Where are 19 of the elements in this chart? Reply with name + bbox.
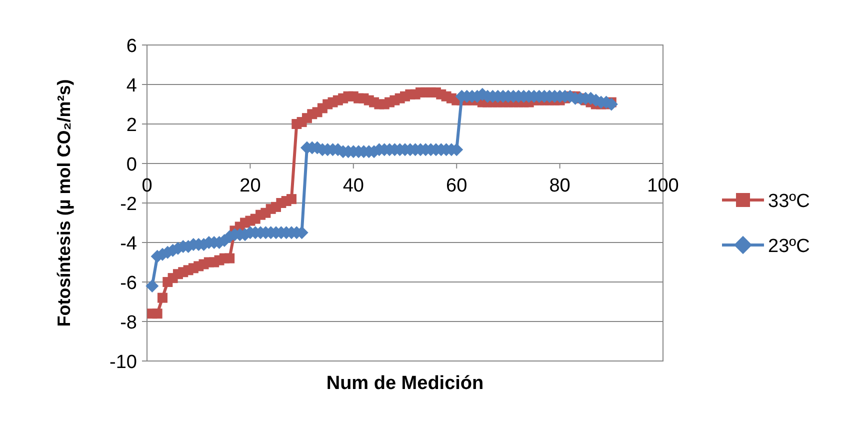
x-tick-label: 40 [342, 176, 364, 196]
x-tick-label: 80 [549, 176, 570, 196]
y-tick-label: -10 [110, 352, 137, 373]
x-axis-title: Num de Medición [326, 373, 484, 394]
x-tick-label: 20 [240, 176, 261, 196]
y-tick-label: 4 [126, 76, 138, 96]
y-tick-label: -4 [120, 234, 138, 254]
y-tick-label: -2 [120, 194, 137, 215]
legend-label: 23ºC [768, 236, 810, 257]
y-tick-label: 6 [126, 36, 137, 57]
y-tick-label: 0 [126, 154, 137, 176]
x-tick-label: 0 [142, 176, 152, 196]
y-tick-label: -8 [120, 312, 137, 334]
y-tick-label: 2 [126, 115, 137, 136]
x-tick-label: 100 [647, 176, 679, 196]
y-tick-label: -6 [120, 273, 137, 294]
legend-label: 33ºC [768, 191, 810, 212]
x-tick-label: 60 [446, 176, 468, 196]
y-axis-title: Fotosíntesis (µ mol CO₂/m²s) [54, 79, 74, 327]
